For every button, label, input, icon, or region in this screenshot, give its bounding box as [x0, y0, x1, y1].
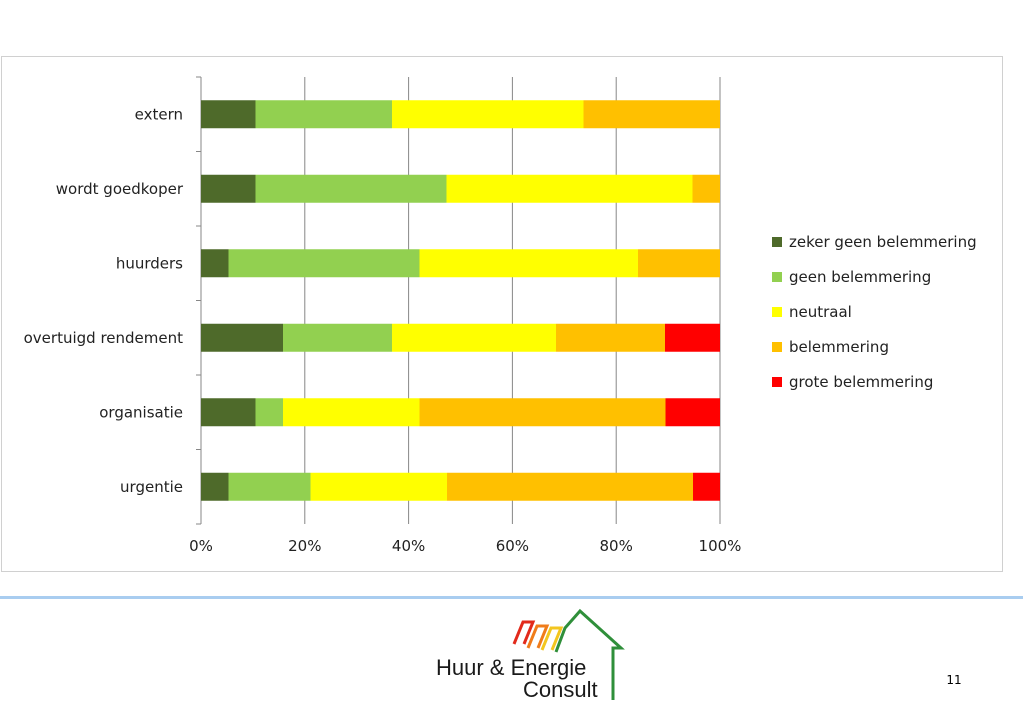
- page-number: 11: [946, 673, 962, 687]
- bar-segment: [201, 398, 256, 427]
- x-tick-label: 40%: [392, 537, 425, 555]
- bar-segment: [555, 323, 665, 352]
- bar-segment: [255, 398, 284, 427]
- x-tick-label: 0%: [189, 537, 213, 555]
- bar-segment: [583, 100, 720, 129]
- bar-segment: [419, 398, 666, 427]
- bar-segment: [637, 249, 720, 278]
- bar-segment: [447, 472, 694, 501]
- x-tick-label: 100%: [699, 537, 742, 555]
- bar-segment: [228, 472, 311, 501]
- legend-label: grote belemmering: [789, 373, 933, 391]
- bar-segment: [283, 398, 420, 427]
- legend-label: neutraal: [789, 303, 852, 321]
- x-tick-label: 20%: [288, 537, 321, 555]
- legend-swatch: [772, 377, 782, 387]
- y-category-label: wordt goedkoper: [56, 180, 184, 198]
- bar-segment: [446, 174, 693, 203]
- legend-label: zeker geen belemmering: [789, 233, 977, 251]
- bar-segment: [283, 323, 392, 352]
- legend-swatch: [772, 272, 782, 282]
- footer-divider: [0, 596, 1023, 599]
- legend-swatch: [772, 307, 782, 317]
- bar-segment: [201, 472, 229, 501]
- x-tick-label: 80%: [600, 537, 633, 555]
- house-logo-icon: Huur & Energie Consult: [436, 608, 625, 702]
- bar-segment: [391, 100, 584, 129]
- bar-segment: [665, 398, 720, 427]
- y-category-label: extern: [135, 105, 183, 123]
- bar-segment: [419, 249, 638, 278]
- y-category-label: urgentie: [120, 478, 183, 496]
- logo-text-line1: Huur & Energie: [436, 655, 586, 680]
- bar-segment: [228, 249, 420, 278]
- bar-segment: [255, 100, 392, 129]
- bar-segment: [201, 323, 284, 352]
- bar-segment: [255, 174, 447, 203]
- bar-segment: [201, 100, 256, 129]
- x-tick-label: 60%: [496, 537, 529, 555]
- legend-swatch: [772, 342, 782, 352]
- bar-segment: [201, 249, 229, 278]
- bar-segment: [692, 174, 720, 203]
- logo-text-line2: Consult: [523, 677, 598, 702]
- company-logo: Huur & Energie Consult: [430, 608, 630, 704]
- y-category-label: organisatie: [99, 403, 183, 421]
- y-category-label: overtuigd rendement: [24, 329, 183, 347]
- bar-segment: [693, 472, 720, 501]
- legend-swatch: [772, 237, 782, 247]
- bar-segment: [391, 323, 556, 352]
- y-category-label: huurders: [116, 254, 183, 272]
- bar-segment: [664, 323, 720, 352]
- legend-label: belemmering: [789, 338, 889, 356]
- stacked-bar-chart: 0% 20% 40% 60% 80% 100% urgentie organisatie ove…: [24, 76, 977, 555]
- legend-label: geen belemmering: [789, 268, 931, 286]
- bar-segment: [310, 472, 448, 501]
- chart-frame: 0% 20% 40% 60% 80% 100% urgentie organisatie ove…: [1, 56, 1003, 572]
- bar-segment: [201, 174, 256, 203]
